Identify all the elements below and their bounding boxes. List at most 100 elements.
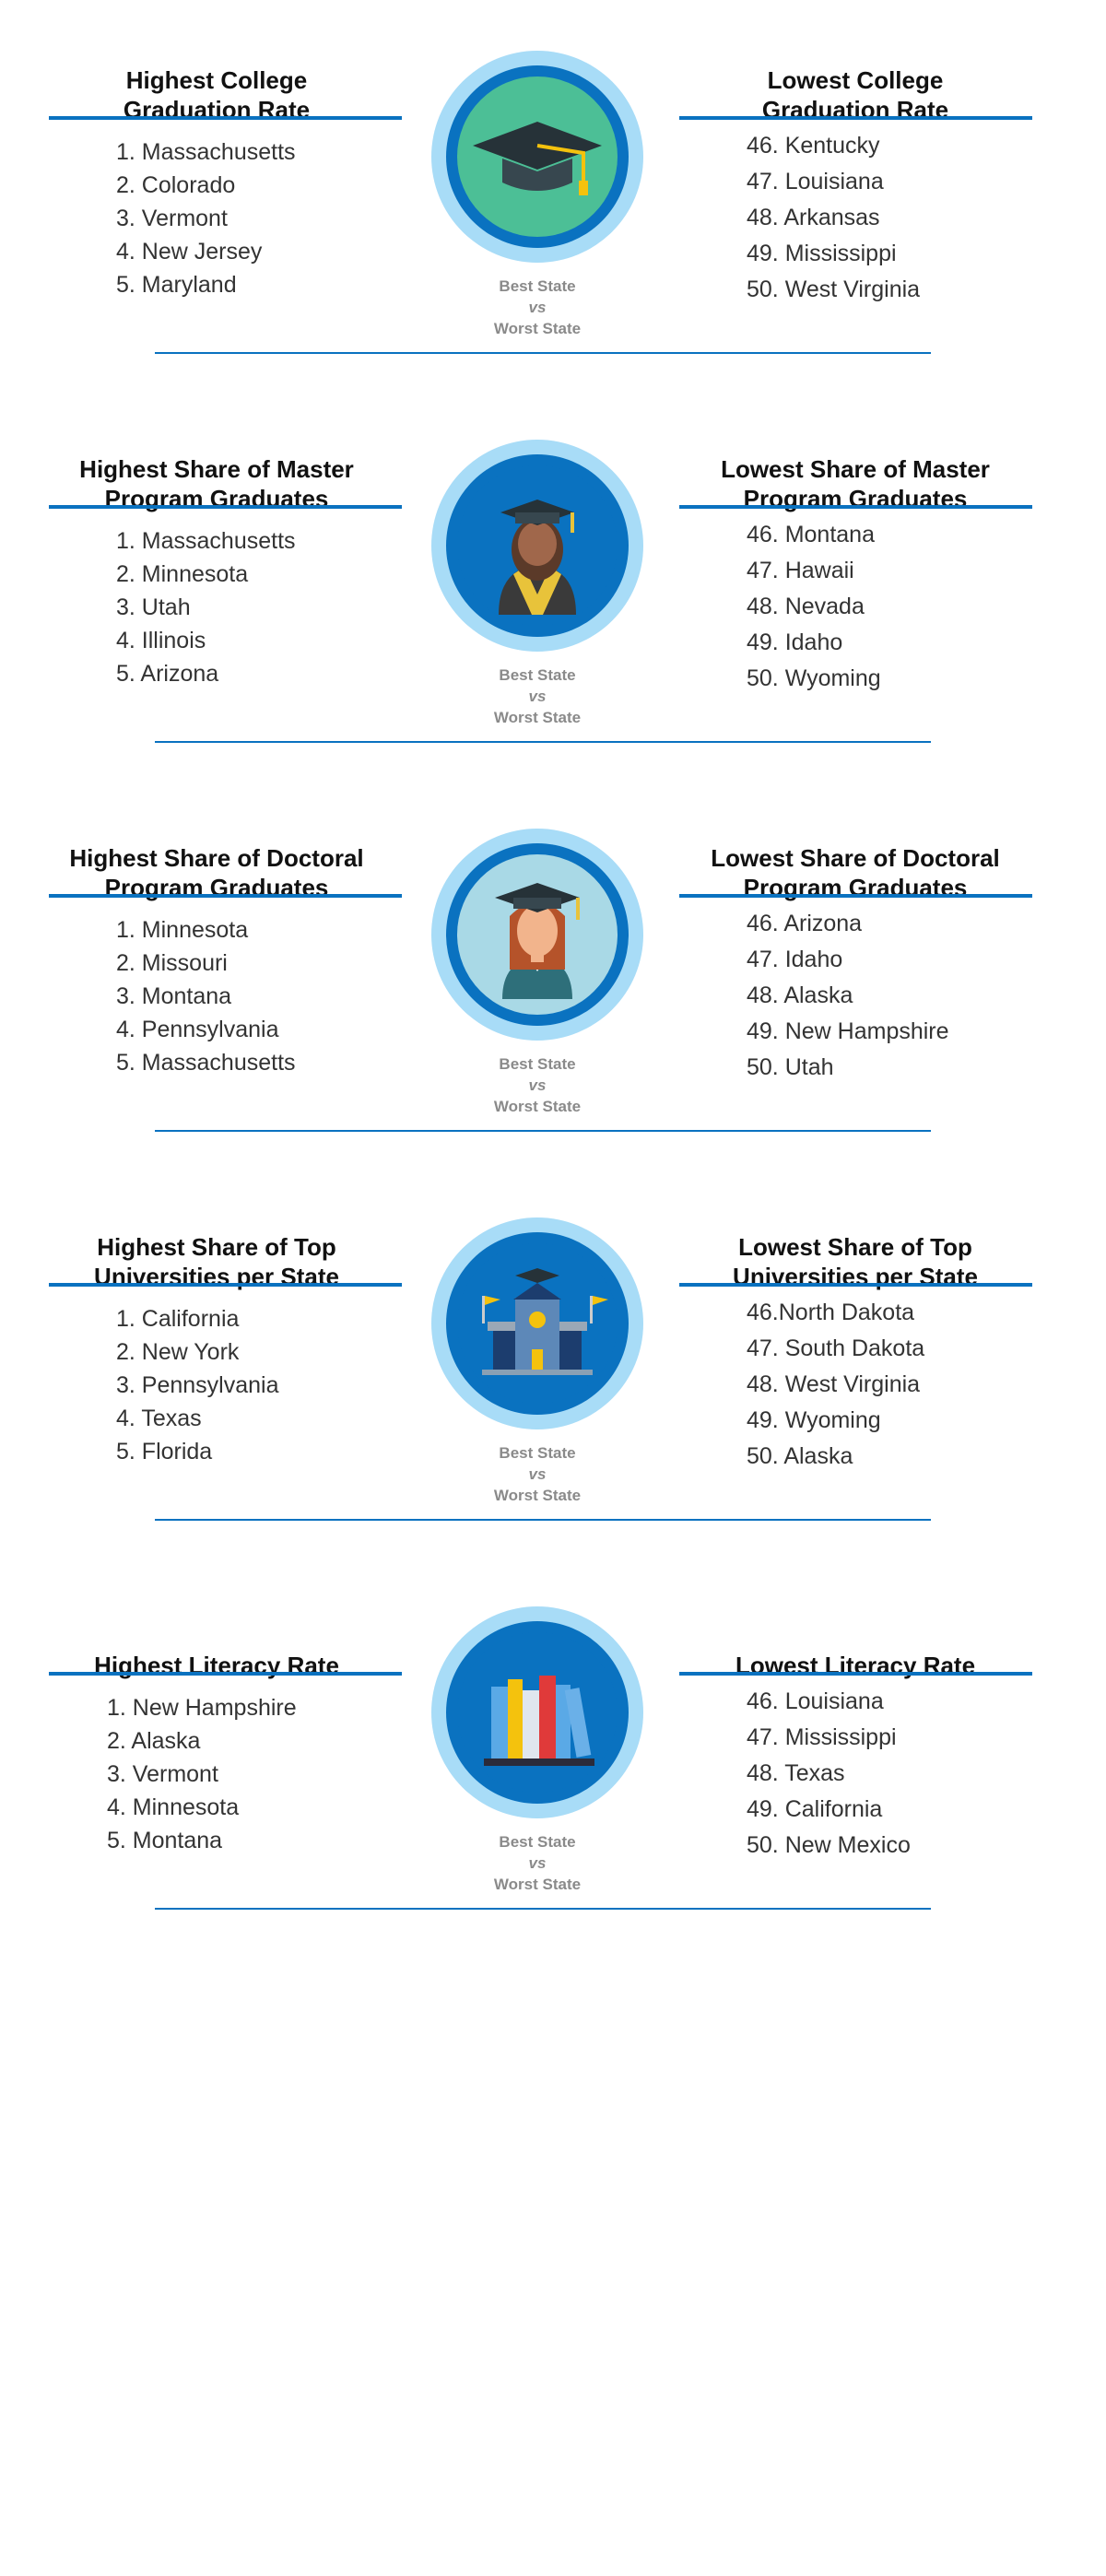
rank-item: 50. New Mexico xyxy=(747,1832,911,1858)
rank-item: 5. Massachusetts xyxy=(116,1050,296,1076)
center-label: vs xyxy=(528,299,547,316)
title-line: Universities per State xyxy=(94,1263,339,1290)
right-rule xyxy=(679,505,1032,509)
icon-badge xyxy=(431,829,643,1041)
section: Highest College Graduation Rate 1. Massach… xyxy=(0,49,1106,438)
rank-item: 48. Arkansas xyxy=(747,205,880,230)
left-rule xyxy=(49,505,402,509)
rank-item: 4. Minnesota xyxy=(107,1794,240,1820)
rank-item: 5. Maryland xyxy=(116,272,237,298)
divider xyxy=(155,741,931,743)
divider xyxy=(155,1519,931,1521)
rank-item: 4. New Jersey xyxy=(116,239,263,265)
title-line: Lowest College xyxy=(767,66,944,94)
rank-item: 49. Wyoming xyxy=(747,1407,881,1433)
rank-item: 1. Massachusetts xyxy=(116,528,296,554)
title-line: Universities per State xyxy=(733,1263,978,1290)
rank-item: 3. Montana xyxy=(116,983,232,1009)
rank-item: 4. Pennsylvania xyxy=(116,1017,279,1042)
rank-item: 3. Vermont xyxy=(107,1761,218,1787)
rank-item: 4. Texas xyxy=(116,1406,202,1431)
rank-item: 49. California xyxy=(747,1796,883,1822)
left-rule xyxy=(49,1672,402,1676)
title-line: Lowest Share of Doctoral xyxy=(711,844,1000,872)
rank-item: 2. Missouri xyxy=(116,950,228,976)
center-label: Worst State xyxy=(493,709,582,726)
rank-item: 2. New York xyxy=(116,1339,240,1365)
rank-item: 5. Montana xyxy=(107,1828,223,1853)
rank-item: 47. South Dakota xyxy=(747,1335,925,1361)
center-label: Worst State xyxy=(493,1487,582,1504)
rank-item: 50. Alaska xyxy=(747,1443,853,1469)
center-label: vs xyxy=(528,688,547,705)
center-label: Worst State xyxy=(493,1876,582,1893)
center-label: Best State xyxy=(499,1444,576,1462)
right-title: Lowest Literacy Rate xyxy=(671,1651,1040,1680)
title-line: Lowest Share of Top xyxy=(738,1233,972,1261)
rank-item: 1. New Hampshire xyxy=(107,1695,297,1721)
rank-item: 47. Louisiana xyxy=(747,169,884,194)
center-label: Best State xyxy=(499,1833,576,1851)
right-rule xyxy=(679,894,1032,898)
rank-item: 46.North Dakota xyxy=(747,1300,915,1325)
rank-item: 46. Louisiana xyxy=(747,1688,884,1714)
title-line: Highest Share of Top xyxy=(97,1233,336,1261)
section: Highest Literacy Rate 1. New Hampshire 2. … xyxy=(0,1605,1106,1994)
left-rule xyxy=(49,1283,402,1287)
title-line: Graduation Rate xyxy=(761,96,949,124)
rank-item: 49. Idaho xyxy=(747,629,843,655)
title-line: Highest Share of Doctoral xyxy=(69,844,364,872)
divider xyxy=(155,1908,931,1910)
left-rule xyxy=(49,894,402,898)
rank-item: 50. Utah xyxy=(747,1054,834,1080)
section: Highest Share of Master Program Graduates… xyxy=(0,438,1106,827)
rank-item: 47. Idaho xyxy=(747,947,843,972)
rank-item: 48. Alaska xyxy=(747,982,853,1008)
section: Highest Share of Top Universities per Sta… xyxy=(0,1216,1106,1605)
rank-item: 1. Minnesota xyxy=(116,917,249,943)
rank-item: 48. Nevada xyxy=(747,594,865,619)
center-label: vs xyxy=(528,1465,547,1483)
rank-item: 46. Arizona xyxy=(747,911,863,936)
title-line: Graduation Rate xyxy=(123,96,311,124)
divider xyxy=(155,352,931,354)
icon-badge xyxy=(431,1606,643,1818)
rank-item: 3. Utah xyxy=(116,594,191,620)
rank-item: 50. West Virginia xyxy=(747,276,921,302)
center-label: Best State xyxy=(499,1055,576,1073)
rank-item: 49. Mississippi xyxy=(747,241,897,266)
right-rule xyxy=(679,1283,1032,1287)
icon-badge xyxy=(431,1217,643,1429)
center-label: vs xyxy=(528,1854,547,1872)
rank-item: 46. Kentucky xyxy=(747,133,880,159)
rank-item: 3. Vermont xyxy=(116,206,228,231)
title-line: Highest Literacy Rate xyxy=(94,1652,339,1679)
rank-item: 5. Arizona xyxy=(116,661,219,687)
rank-item: 4. Illinois xyxy=(116,628,206,653)
left-title: Highest College Graduation Rate xyxy=(32,65,401,124)
center-label: Worst State xyxy=(493,320,582,337)
center-label: vs xyxy=(528,1076,547,1094)
title-line: Lowest Share of Master xyxy=(721,455,990,483)
divider xyxy=(155,1130,931,1132)
left-title: Highest Share of Master Program Graduates xyxy=(32,454,401,513)
rank-item: 1. California xyxy=(116,1306,240,1332)
rank-item: 47. Mississippi xyxy=(747,1724,897,1750)
left-title: Highest Literacy Rate xyxy=(32,1651,401,1680)
right-rule xyxy=(679,1672,1032,1676)
title-line: Lowest Literacy Rate xyxy=(735,1652,976,1679)
title-line: Program Graduates xyxy=(104,874,329,901)
rank-item: 3. Pennsylvania xyxy=(116,1372,279,1398)
title-line: Program Graduates xyxy=(743,874,968,901)
center-label: Worst State xyxy=(493,1098,582,1115)
center-label: Best State xyxy=(499,277,576,295)
icon-badge xyxy=(431,440,643,652)
rank-item: 48. West Virginia xyxy=(747,1371,921,1397)
section: Highest Share of Doctoral Program Graduat… xyxy=(0,827,1106,1216)
title-line: Program Graduates xyxy=(104,485,329,512)
title-line: Highest Share of Master xyxy=(79,455,354,483)
rank-item: 2. Alaska xyxy=(107,1728,201,1754)
rank-item: 49. New Hampshire xyxy=(747,1018,949,1044)
right-rule xyxy=(679,116,1032,120)
